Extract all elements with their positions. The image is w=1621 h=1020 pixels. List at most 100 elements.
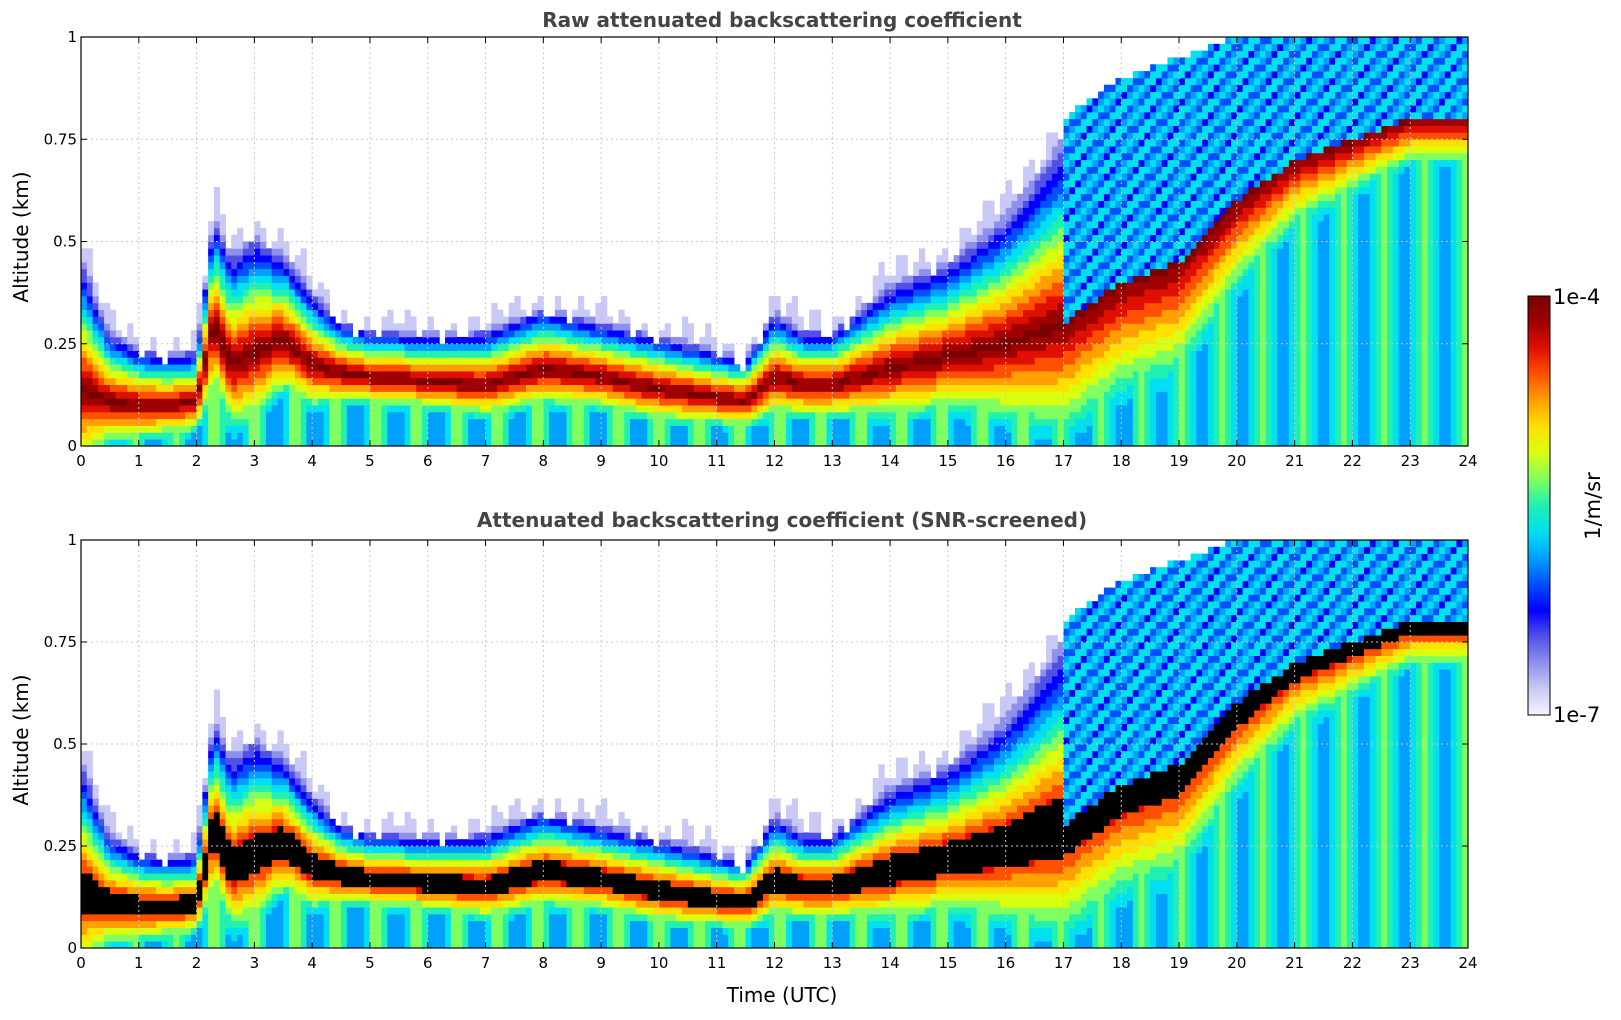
heatmap-cell xyxy=(1063,418,1070,426)
heatmap-cell xyxy=(670,432,677,440)
heatmap-cell xyxy=(814,350,822,358)
heatmap-cell xyxy=(861,323,868,331)
heatmap-cell xyxy=(421,350,429,358)
heatmap-cell xyxy=(208,316,215,324)
heatmap-cell xyxy=(641,377,648,386)
heatmap-cell xyxy=(751,418,758,426)
heatmap-cell xyxy=(930,289,937,297)
heatmap-cell xyxy=(1098,289,1105,297)
heatmap-cell xyxy=(641,343,648,351)
heatmap-cell xyxy=(260,350,267,358)
heatmap-cell xyxy=(127,384,134,392)
heatmap-cell xyxy=(762,405,770,413)
heatmap-cell xyxy=(1115,207,1122,215)
heatmap-cell xyxy=(976,227,983,236)
heatmap-cell xyxy=(635,343,642,351)
heatmap-cell xyxy=(1132,282,1139,290)
heatmap-cell xyxy=(1109,343,1116,351)
heatmap-cell xyxy=(1057,173,1064,181)
heatmap-cell xyxy=(1155,316,1163,324)
heatmap-cell xyxy=(346,350,354,358)
heatmap-cell xyxy=(133,405,140,413)
heatmap-cell xyxy=(635,439,642,447)
heatmap-cell xyxy=(982,255,989,263)
heatmap-cell xyxy=(1121,439,1128,447)
heatmap-cell xyxy=(393,357,400,365)
heatmap-cell xyxy=(936,364,943,372)
heatmap-cell xyxy=(1098,173,1105,181)
heatmap-cell xyxy=(485,330,492,338)
heatmap-cell xyxy=(930,384,937,392)
heatmap-cell xyxy=(312,384,319,392)
heatmap-cell xyxy=(254,268,261,276)
heatmap-cell xyxy=(352,439,359,447)
heatmap-cell xyxy=(265,248,273,256)
heatmap-cell xyxy=(404,425,411,433)
heatmap-cell xyxy=(387,364,394,372)
heatmap-cell xyxy=(780,350,787,358)
heatmap-cell xyxy=(872,384,879,392)
heatmap-cell xyxy=(427,411,434,420)
heatmap-cell xyxy=(757,357,764,365)
heatmap-cell xyxy=(312,343,319,351)
heatmap-cell xyxy=(1167,173,1174,181)
heatmap-cell xyxy=(774,343,781,351)
heatmap-cell xyxy=(213,343,221,351)
heatmap-cell xyxy=(942,377,949,386)
heatmap-cell xyxy=(1109,316,1116,324)
heatmap-cell xyxy=(1179,173,1186,181)
heatmap-cell xyxy=(1028,186,1035,195)
heatmap-cell xyxy=(1092,289,1099,297)
heatmap-cell xyxy=(947,275,955,283)
heatmap-cell xyxy=(890,364,897,372)
heatmap-cell xyxy=(508,330,515,338)
heatmap-cell xyxy=(1167,71,1174,79)
heatmap-cell xyxy=(1028,309,1035,317)
heatmap-cell xyxy=(618,350,625,358)
heatmap-cell xyxy=(1138,418,1145,426)
heatmap-cell xyxy=(664,323,671,331)
heatmap-cell xyxy=(260,411,267,420)
heatmap-cell xyxy=(1127,111,1134,120)
heatmap-cell xyxy=(1155,77,1163,86)
heatmap-cell xyxy=(768,391,775,399)
heatmap-cell xyxy=(1115,255,1122,263)
heatmap-cell xyxy=(92,439,99,447)
heatmap-cell xyxy=(1080,384,1087,392)
heatmap-cell xyxy=(1046,432,1053,440)
heatmap-cell xyxy=(976,418,983,426)
heatmap-cell xyxy=(999,248,1007,256)
heatmap-cell xyxy=(1161,391,1168,399)
heatmap-cell xyxy=(1184,268,1191,276)
heatmap-cell xyxy=(497,330,504,338)
heatmap-cell xyxy=(341,350,348,358)
heatmap-cell xyxy=(843,432,851,440)
heatmap-cell xyxy=(913,377,920,386)
heatmap-cell xyxy=(716,425,723,433)
heatmap-cell xyxy=(1040,275,1047,283)
heatmap-cell xyxy=(797,343,804,351)
heatmap-cell xyxy=(699,364,706,372)
heatmap-cell xyxy=(566,398,573,406)
heatmap-cell xyxy=(323,398,330,406)
heatmap-cell xyxy=(104,432,111,440)
heatmap-cell xyxy=(872,296,879,304)
heatmap-cell xyxy=(1069,193,1076,201)
heatmap-cell xyxy=(1184,289,1191,297)
heatmap-cell xyxy=(1150,364,1157,372)
heatmap-cell xyxy=(1127,248,1134,256)
heatmap-cell xyxy=(953,364,960,372)
heatmap-cell xyxy=(1115,432,1122,440)
heatmap-cell xyxy=(1046,166,1053,174)
heatmap-cell xyxy=(208,309,215,317)
heatmap-cell xyxy=(843,384,851,392)
heatmap-cell xyxy=(1161,207,1168,215)
heatmap-cell xyxy=(150,350,157,358)
heatmap-cell xyxy=(537,302,544,311)
heatmap-cell xyxy=(185,425,192,433)
heatmap-cell xyxy=(635,405,642,413)
heatmap-cell xyxy=(508,391,515,399)
heatmap-cell xyxy=(1127,398,1134,406)
heatmap-cell xyxy=(699,411,706,420)
heatmap-cell xyxy=(306,357,313,365)
